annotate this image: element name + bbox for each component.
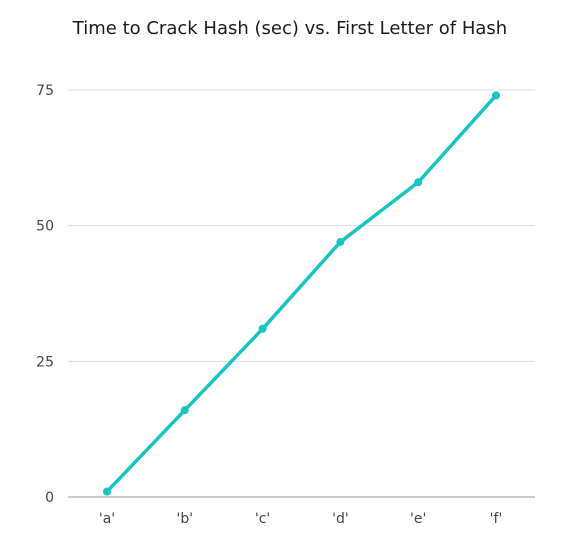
- x-tick-label: 'f': [490, 511, 503, 527]
- x-tick-label: 'e': [410, 511, 426, 527]
- y-tick-label: 25: [36, 354, 54, 370]
- y-tick-label: 0: [45, 490, 54, 506]
- data-point: [258, 324, 267, 333]
- x-tick-label: 'd': [332, 511, 349, 527]
- data-point: [180, 406, 189, 415]
- y-tick-label: 50: [36, 219, 54, 235]
- data-point: [414, 178, 423, 187]
- x-tick-label: 'b': [177, 511, 194, 527]
- series-group: [103, 91, 500, 496]
- data-point: [492, 91, 500, 100]
- data-point: [103, 487, 111, 496]
- x-tick-label: 'a': [99, 511, 115, 527]
- x-axis-ticks: 'a' 'b' 'c' 'd' 'e' 'f': [99, 511, 502, 527]
- y-tick-label: 75: [36, 83, 54, 99]
- series-line: [105, 93, 498, 494]
- grid-lines: [68, 89, 535, 498]
- x-tick-label: 'c': [255, 511, 270, 527]
- chart-title: Time to Crack Hash (sec) vs. First Lette…: [72, 18, 507, 39]
- y-axis-ticks: 0 25 50 75: [36, 83, 54, 506]
- data-point: [336, 237, 345, 246]
